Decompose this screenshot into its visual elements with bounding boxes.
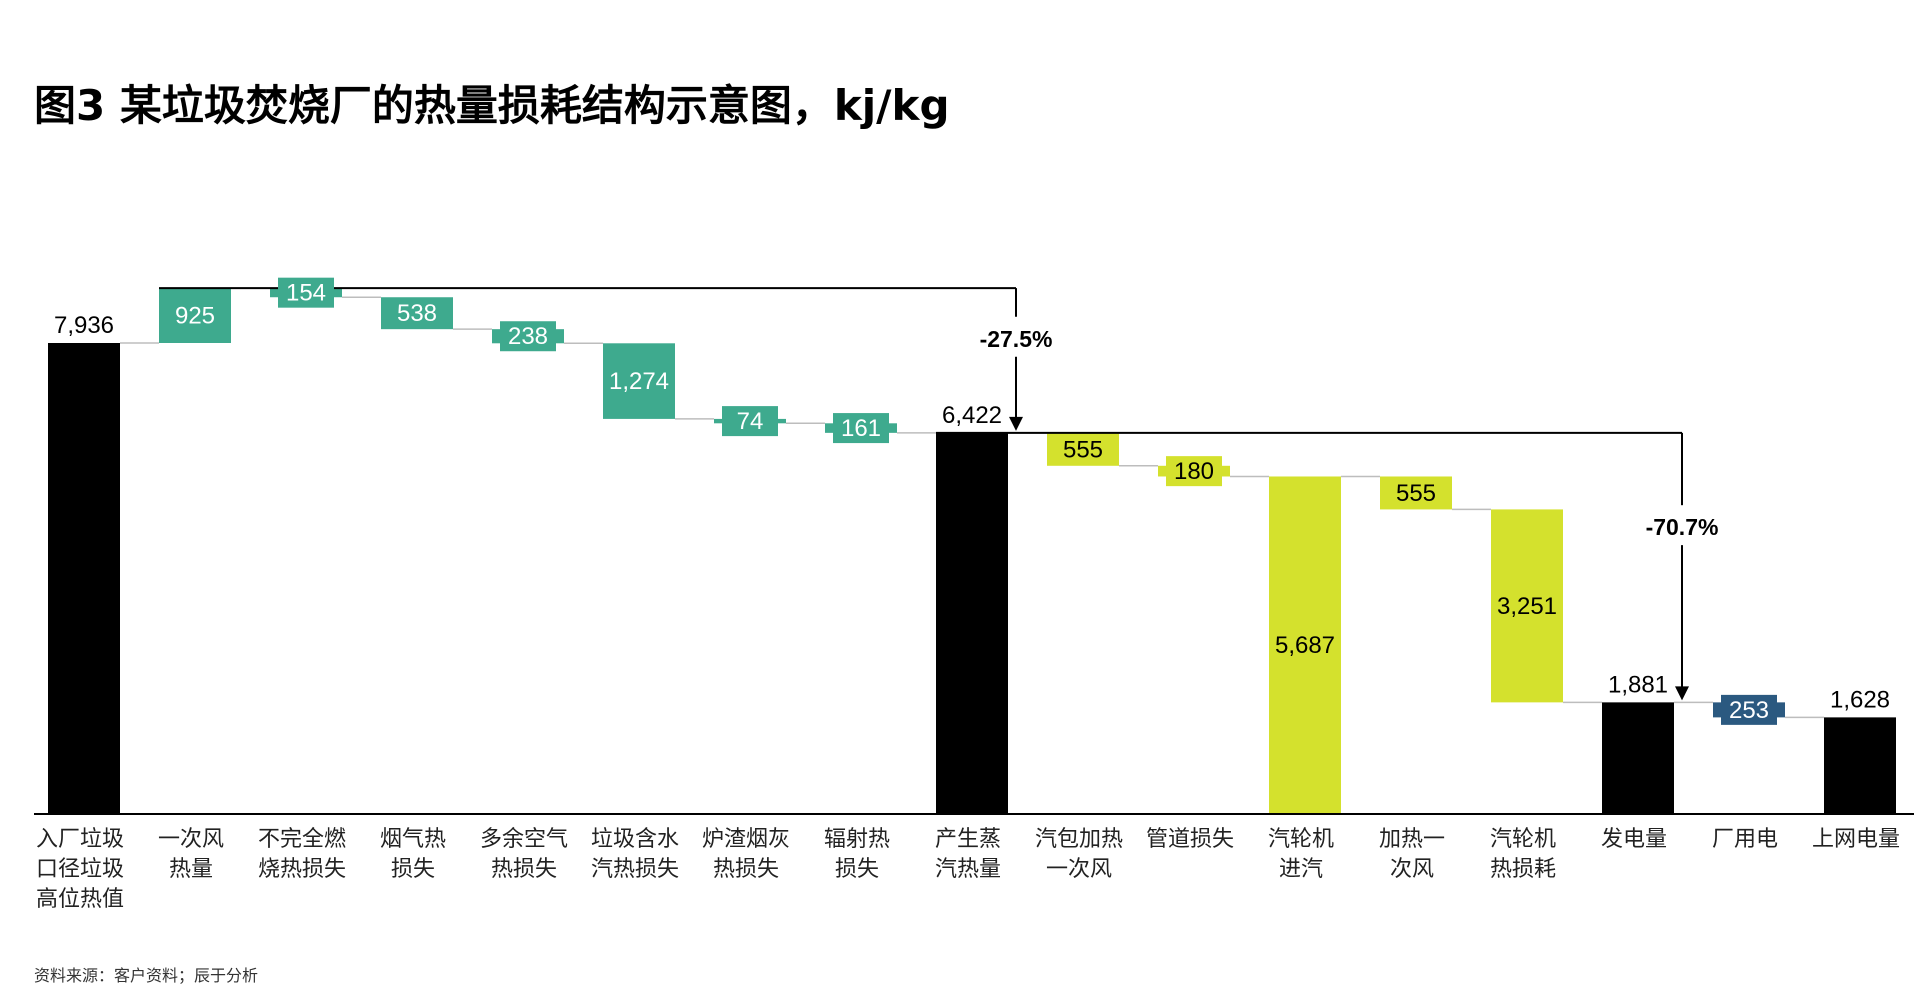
- value-label-1: 925: [175, 303, 215, 330]
- value-label-0: 7,936: [54, 312, 114, 339]
- category-label-2-1: 烧热损失: [258, 857, 346, 882]
- value-label-5: 1,274: [609, 368, 669, 395]
- arrow-head-0: [1009, 416, 1023, 431]
- percent-annotation-1: -70.7%: [1646, 514, 1719, 540]
- value-label-6: 74: [737, 408, 764, 435]
- value-label-16: 1,628: [1830, 686, 1890, 713]
- category-label-13-0: 汽轮机: [1490, 827, 1556, 852]
- chart-title: 图3 某垃圾焚烧厂的热量损耗结构示意图，kj/kg: [34, 81, 950, 130]
- percent-annotation-0: -27.5%: [980, 326, 1053, 352]
- value-label-14: 1,881: [1608, 671, 1668, 698]
- category-label-0-1: 口径垃圾: [36, 857, 124, 882]
- category-label-10-0: 管道损失: [1146, 827, 1234, 852]
- category-label-9-0: 汽包加热: [1035, 827, 1123, 852]
- category-label-7-0: 辐射热: [824, 827, 890, 852]
- value-pill-2: [278, 277, 334, 308]
- category-label-14-0: 发电量: [1601, 827, 1667, 852]
- category-label-12-1: 次风: [1390, 857, 1434, 882]
- category-label-8-0: 产生蒸: [935, 827, 1001, 852]
- category-label-1-0: 一次风: [158, 827, 224, 852]
- bar-0: [48, 343, 120, 814]
- arrow-head-1: [1675, 686, 1689, 701]
- category-label-0-2: 高位热值: [36, 887, 124, 912]
- category-label-11-0: 汽轮机: [1268, 827, 1334, 852]
- bar-12: [1380, 476, 1452, 510]
- bar-16: [1824, 717, 1896, 814]
- value-label-7: 161: [841, 415, 881, 442]
- value-label-12: 555: [1396, 480, 1436, 507]
- category-label-2-0: 不完全燃: [258, 827, 346, 852]
- value-label-9: 555: [1063, 436, 1103, 463]
- category-label-6-0: 炉渣烟灰: [702, 827, 790, 852]
- bar-8: [936, 432, 1008, 814]
- category-label-1-1: 热量: [169, 857, 213, 882]
- value-pill-4: [500, 321, 556, 352]
- category-label-6-1: 热损失: [713, 857, 779, 882]
- value-pill-10: [1166, 456, 1222, 487]
- bar-1: [159, 288, 231, 343]
- category-labels-group: 入厂垃圾口径垃圾高位热值一次风热量不完全燃烧热损失烟气热损失多余空气热损失垃圾含…: [36, 827, 1900, 912]
- category-label-8-1: 汽热量: [935, 857, 1001, 882]
- category-label-12-0: 加热一: [1379, 827, 1445, 852]
- category-label-4-0: 多余空气: [480, 827, 568, 852]
- value-pill-7: [833, 413, 889, 444]
- value-label-10: 180: [1174, 458, 1214, 485]
- source-note: 资料来源：客户资料；辰于分析: [34, 966, 259, 985]
- bar-14: [1602, 702, 1674, 814]
- bar-11: [1269, 476, 1341, 814]
- value-label-8: 6,422: [942, 402, 1002, 429]
- value-label-13: 3,251: [1497, 593, 1557, 620]
- category-label-5-0: 垃圾含水: [591, 827, 679, 852]
- value-label-2: 154: [286, 280, 326, 307]
- category-label-13-1: 热损耗: [1490, 857, 1556, 882]
- value-labels-group: 7,936 925 154 538 238 1,274 74 161 6,422 555 180 5,…: [54, 277, 1890, 725]
- category-label-0-0: 入厂垃圾: [36, 827, 124, 852]
- category-label-16-0: 上网电量: [1812, 827, 1900, 852]
- value-label-15: 253: [1729, 697, 1769, 724]
- value-label-11: 5,687: [1275, 632, 1335, 659]
- bar-5: [603, 343, 675, 419]
- value-label-4: 238: [508, 323, 548, 350]
- category-label-9-1: 一次风: [1046, 857, 1112, 882]
- category-label-7-1: 损失: [835, 857, 879, 882]
- category-label-11-1: 进汽: [1279, 857, 1323, 882]
- bar-3: [381, 297, 453, 330]
- value-pill-6: [722, 406, 778, 437]
- bar-9: [1047, 432, 1119, 466]
- category-label-15-0: 厂用电: [1712, 827, 1778, 852]
- category-label-5-1: 汽热损失: [591, 857, 679, 882]
- bar-13: [1491, 509, 1563, 703]
- bars-group: [48, 288, 1896, 814]
- value-pill-15: [1721, 694, 1777, 725]
- category-label-3-1: 损失: [391, 857, 435, 882]
- category-label-4-1: 热损失: [491, 857, 557, 882]
- value-label-3: 538: [397, 300, 437, 327]
- category-label-3-0: 烟气热: [380, 827, 446, 852]
